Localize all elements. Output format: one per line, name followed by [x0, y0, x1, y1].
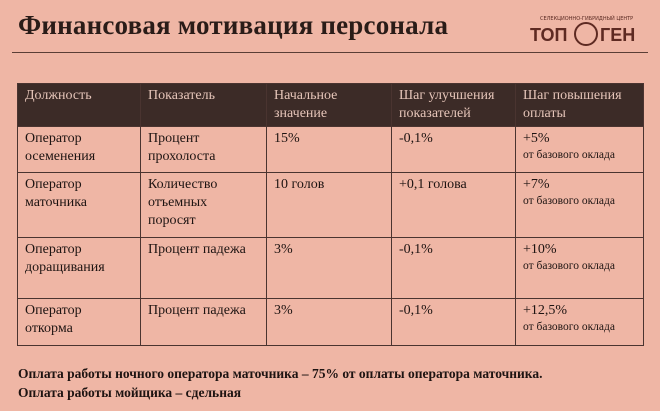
column-header: Показатель	[140, 83, 267, 127]
cell-main: +7%	[523, 177, 550, 192]
cell: +7% от базового оклада	[515, 172, 644, 238]
title: Финансовая мотивация персонала	[18, 10, 449, 40]
cell: Количество отъемных поросят	[140, 172, 267, 238]
column-header: Шаг улучшения показателей	[391, 83, 516, 127]
cell-note: от базового оклада	[523, 149, 615, 161]
cell: Оператор маточника	[17, 172, 141, 238]
cell: -0,1%	[391, 298, 516, 346]
cell-main: +10%	[523, 242, 557, 257]
cell: Процент прохолоста	[140, 126, 267, 173]
cell: +5% от базового оклада	[515, 126, 644, 173]
cell: 10 голов	[266, 172, 392, 238]
logo-ring	[574, 22, 598, 46]
cell: Процент падежа	[140, 237, 267, 299]
cell: Оператор откорма	[17, 298, 141, 346]
cell: -0,1%	[391, 237, 516, 299]
cell: +12,5% от базового оклада	[515, 298, 644, 346]
cell: 3%	[266, 237, 392, 299]
footer-line: Оплата работы мойщика – сдельная	[18, 385, 242, 400]
cell: 3%	[266, 298, 392, 346]
cell: +0,1 голова	[391, 172, 516, 238]
logo: СЕЛЕКЦИОННО-ГИБРИДНЫЙ ЦЕНТР ТОП ГЕН	[522, 16, 650, 56]
column-header: Шаг повышения оплаты	[515, 83, 644, 127]
cell: Процент падежа	[140, 298, 267, 346]
column-header: Начальное значение	[266, 83, 392, 127]
cell-main: +5%	[523, 131, 550, 146]
footer-line: Оплата работы ночного оператора маточник…	[18, 366, 543, 381]
table: Должность Показатель Начальное значение Шаг…	[17, 83, 644, 346]
cell-note: от базового оклада	[523, 260, 615, 272]
logo-subtitle: СЕЛЕКЦИОННО-ГИБРИДНЫЙ ЦЕНТР	[540, 16, 634, 22]
table-row: Оператор доращивания Процент падежа 3% -0,1…	[17, 237, 644, 299]
cell: Оператор доращивания	[17, 237, 141, 299]
cell: 15%	[266, 126, 392, 173]
logo-right: ГЕН	[600, 25, 636, 45]
cell: Оператор осеменения	[17, 126, 141, 173]
cell: +10% от базового оклада	[515, 237, 644, 299]
header-row: Должность Показатель Начальное значение Шаг…	[17, 83, 644, 127]
title-rule	[12, 52, 648, 53]
logo-left: ТОП	[530, 25, 568, 45]
cell: -0,1%	[391, 126, 516, 173]
cell-main: +12,5%	[523, 303, 568, 318]
table-row: Оператор осеменения Процент прохолоста 15%…	[17, 126, 644, 173]
table-row: Оператор маточника Количество отъемных по…	[17, 172, 644, 238]
column-header: Должность	[17, 83, 141, 127]
table-row: Оператор откорма Процент падежа 3% -0,1% +12…	[17, 298, 644, 346]
cell-note: от базового оклада	[523, 195, 615, 207]
cell-note: от базового оклада	[523, 321, 615, 333]
